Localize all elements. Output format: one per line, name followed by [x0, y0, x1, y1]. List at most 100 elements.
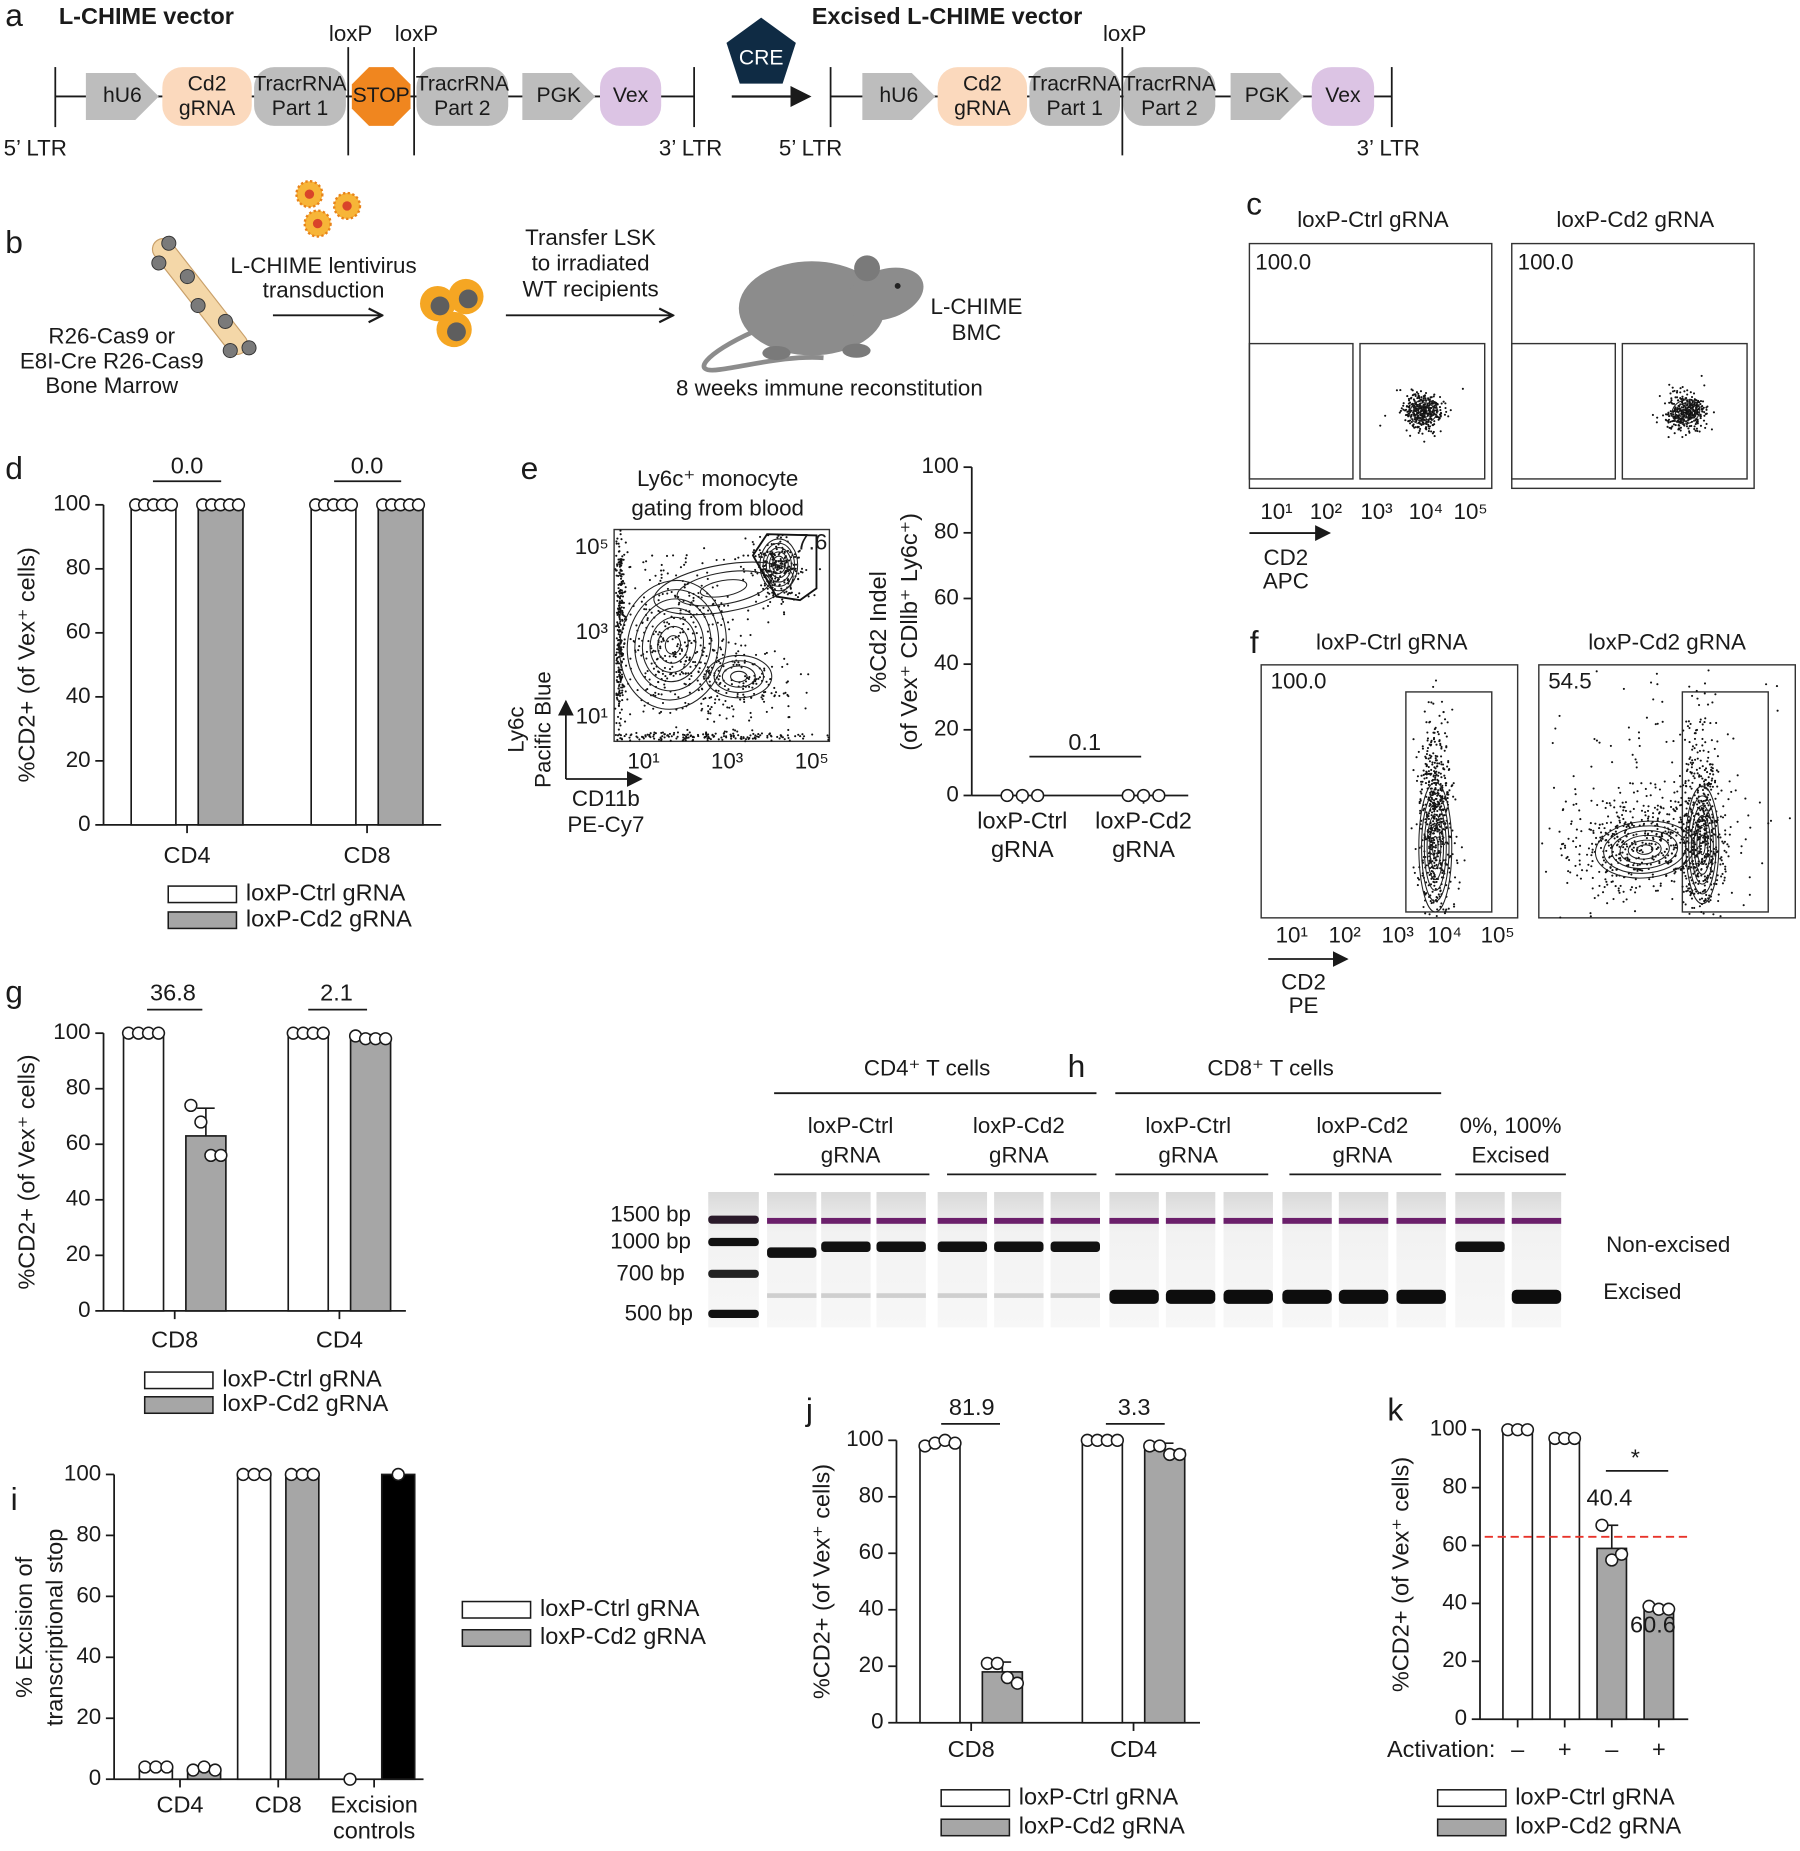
event-dot	[1688, 800, 1690, 802]
event-dot	[1696, 769, 1698, 771]
faint-band	[821, 1293, 870, 1298]
event-dot	[1426, 771, 1428, 773]
event-dot	[649, 678, 651, 680]
event-dot	[719, 682, 721, 684]
event-dot	[1618, 890, 1620, 892]
event-dot	[1655, 890, 1657, 892]
event-dot	[614, 708, 616, 710]
event-dot	[779, 541, 781, 543]
event-dot	[720, 602, 722, 604]
event-dot	[770, 565, 772, 567]
event-dot	[1669, 833, 1671, 835]
event-dot	[1613, 806, 1615, 808]
event-dot	[1699, 430, 1701, 432]
event-dot	[679, 632, 681, 634]
event-dot	[1682, 784, 1684, 786]
event-dot	[1723, 879, 1725, 881]
event-dot	[1437, 775, 1439, 777]
event-dot	[616, 648, 618, 650]
event-dot	[1654, 783, 1656, 785]
event-dot	[1402, 409, 1404, 411]
event-dot	[732, 729, 734, 731]
event-dot	[621, 683, 623, 685]
event-dot	[696, 574, 698, 576]
event-dot	[1575, 803, 1577, 805]
event-dot	[718, 670, 720, 672]
event-dot	[1435, 775, 1437, 777]
event-dot	[688, 678, 690, 680]
event-dot	[1713, 411, 1715, 413]
event-dot	[1434, 762, 1436, 764]
event-dot	[1697, 792, 1699, 794]
event-dot	[1662, 807, 1664, 809]
contour	[637, 603, 709, 686]
event-dot	[1709, 785, 1711, 787]
virus-core	[313, 219, 322, 228]
event-dot	[626, 698, 628, 700]
event-dot	[621, 614, 623, 616]
event-dot	[1434, 772, 1436, 774]
event-dot	[1697, 873, 1699, 875]
event-dot	[730, 735, 732, 737]
event-dot	[1703, 889, 1705, 891]
event-dot	[1728, 845, 1730, 847]
event-dot	[1705, 894, 1707, 896]
marker-band	[994, 1218, 1043, 1224]
event-dot	[683, 683, 685, 685]
event-dot	[1725, 870, 1727, 872]
event-dot	[750, 572, 752, 574]
event-dot	[1413, 427, 1415, 429]
event-dot	[675, 673, 677, 675]
event-dot	[685, 739, 687, 741]
event-dot	[748, 676, 750, 678]
event-dot	[1667, 413, 1669, 415]
faint-band	[938, 1293, 987, 1298]
legend-label: loxP-Ctrl gRNA	[1019, 1783, 1179, 1809]
ladder-label: 1000 bp	[610, 1229, 691, 1254]
event-dot	[800, 673, 802, 675]
event-dot	[684, 641, 686, 643]
event-dot	[707, 578, 709, 580]
event-dot	[667, 588, 669, 590]
event-dot	[783, 613, 785, 615]
event-dot	[719, 646, 721, 648]
event-dot	[1645, 788, 1647, 790]
event-dot	[1439, 406, 1441, 408]
event-dot	[630, 734, 632, 736]
event-dot	[1680, 797, 1682, 799]
event-dot	[1641, 842, 1643, 844]
event-dot	[732, 715, 734, 717]
event-dot	[1598, 827, 1600, 829]
excised-band	[1339, 1290, 1388, 1304]
event-dot	[1683, 390, 1685, 392]
event-dot	[1679, 734, 1681, 736]
marker-band	[938, 1218, 987, 1224]
event-dot	[704, 662, 706, 664]
ladder-band	[708, 1270, 759, 1278]
event-dot	[1616, 825, 1618, 827]
event-dot	[1422, 809, 1424, 811]
event-dot	[1650, 822, 1652, 824]
event-dot	[1431, 902, 1433, 904]
event-dot	[1576, 874, 1578, 876]
event-dot	[684, 737, 686, 739]
event-dot	[708, 737, 710, 739]
event-dot	[1704, 692, 1706, 694]
event-dot	[620, 595, 622, 597]
event-dot	[1629, 811, 1631, 813]
event-dot	[1683, 823, 1685, 825]
event-dot	[621, 555, 623, 557]
event-dot	[1618, 887, 1620, 889]
event-dot	[1622, 809, 1624, 811]
y-axis-label: %CD2+ (of Vex⁺ cells)	[1388, 1457, 1414, 1692]
event-dot	[785, 561, 787, 563]
event-dot	[1413, 393, 1415, 395]
event-dot	[763, 667, 765, 669]
gate	[1249, 344, 1353, 479]
event-dot	[755, 683, 757, 685]
event-dot	[806, 692, 808, 694]
event-dot	[727, 688, 729, 690]
bar	[1597, 1548, 1626, 1719]
event-dot	[1596, 740, 1598, 742]
